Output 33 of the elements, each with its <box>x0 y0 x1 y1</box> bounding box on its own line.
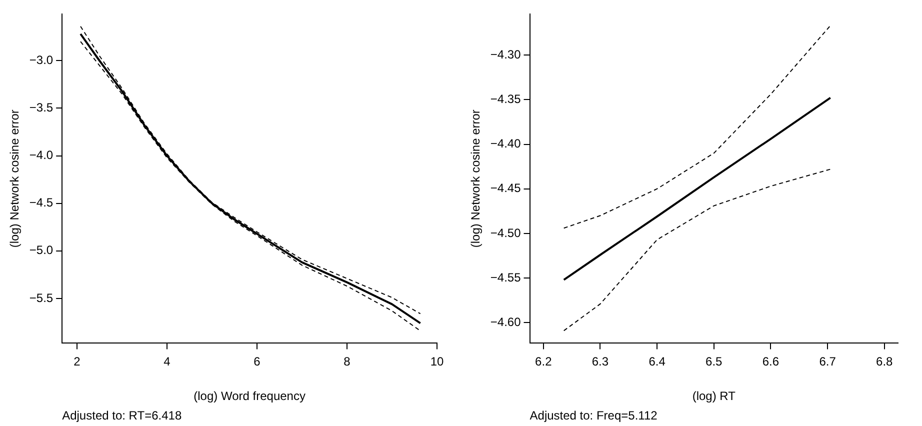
y-tick-label: −4.35 <box>490 92 522 106</box>
x-tick-label: 6.3 <box>592 354 609 369</box>
x-tick-label: 6.5 <box>706 354 723 369</box>
text: Adjusted to: Freq=5.112 <box>530 408 658 422</box>
y-tick-label: −3.0 <box>29 52 54 67</box>
x-tick-label: 4 <box>164 354 171 369</box>
text: Adjusted to: RT=6.418 <box>62 408 182 422</box>
x-axis-title: (log) Word frequency <box>194 389 306 404</box>
y-tick-label: −4.50 <box>490 226 522 240</box>
x-tick-label: 6.8 <box>876 354 894 369</box>
x-tick-label: 6.7 <box>819 354 836 369</box>
x-tick-label: 6.2 <box>535 354 552 369</box>
x-tick-label: 6.4 <box>648 354 666 369</box>
x-tick-label: 6 <box>254 354 261 369</box>
y-tick-label: −4.55 <box>490 270 522 284</box>
y-tick-label: −4.0 <box>29 148 54 162</box>
x-tick-label: 10 <box>430 354 444 369</box>
y-tick-label: −4.45 <box>490 181 522 196</box>
line-series <box>563 168 831 332</box>
line-series <box>563 25 831 229</box>
y-axis-title: (log) Network cosine error <box>468 110 483 248</box>
y-tick-label: −5.0 <box>29 243 54 258</box>
y-tick-label: −3.5 <box>29 100 54 115</box>
x-tick-label: 8 <box>344 354 351 369</box>
y-tick-label: −4.40 <box>490 136 522 151</box>
y-axis-title: (log) Network cosine error <box>8 110 22 248</box>
y-tick-label: −4.60 <box>490 314 522 329</box>
y-tick-label: −4.5 <box>29 196 54 210</box>
x-axis-title: (log) RT <box>692 389 736 404</box>
x-tick-label: 6.6 <box>762 354 780 369</box>
y-tick-label: −4.30 <box>490 47 522 62</box>
x-tick-label: 2 <box>74 354 81 369</box>
y-tick-label: −5.5 <box>29 290 54 305</box>
